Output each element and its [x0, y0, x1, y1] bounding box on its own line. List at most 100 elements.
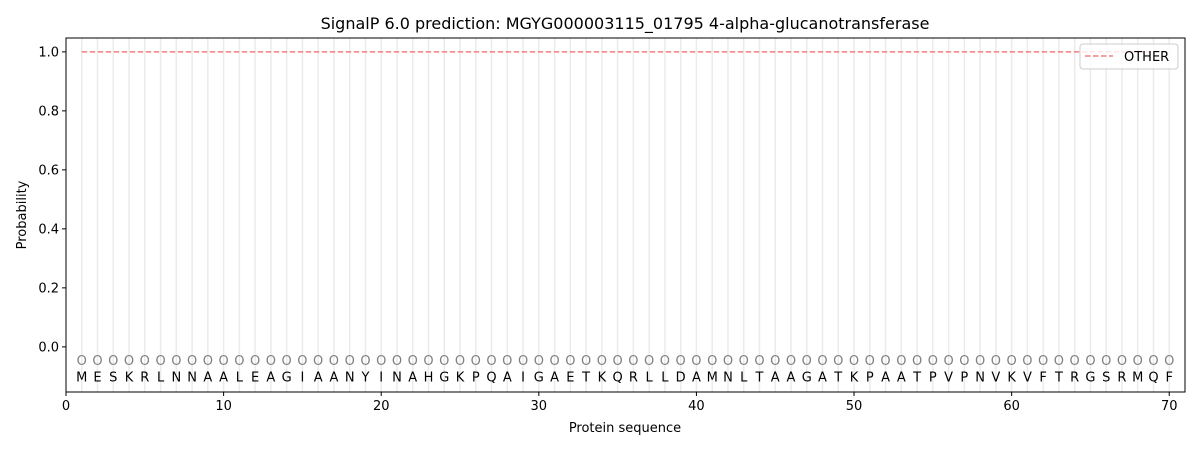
region-label: O — [786, 354, 796, 369]
region-label: O — [880, 354, 890, 369]
y-tick-label: 0.6 — [38, 163, 59, 178]
region-label: O — [1133, 354, 1143, 369]
x-axis-label: Protein sequence — [569, 421, 681, 436]
residue-label: I — [300, 370, 304, 385]
residue-label: H — [424, 370, 434, 385]
region-label: O — [991, 354, 1001, 369]
region-label: O — [707, 354, 717, 369]
residue-label: G — [282, 370, 292, 385]
region-label: O — [360, 354, 370, 369]
residue-label: R — [140, 370, 149, 385]
region-label: O — [723, 354, 733, 369]
region-label: O — [975, 354, 985, 369]
region-label: O — [1054, 354, 1064, 369]
region-label: O — [739, 354, 749, 369]
residue-label: A — [818, 370, 827, 385]
region-label: O — [660, 354, 670, 369]
residue-label: P — [960, 370, 968, 385]
x-tick-label: 50 — [846, 399, 863, 414]
residue-label: L — [661, 370, 669, 385]
chart-title: SignalP 6.0 prediction: MGYG000003115_01… — [321, 14, 930, 34]
region-label: O — [77, 354, 87, 369]
residue-label: K — [125, 370, 134, 385]
residue-label: N — [345, 370, 355, 385]
residue-label: L — [740, 370, 748, 385]
residue-label: A — [219, 370, 228, 385]
y-axis: 0.0 0.2 0.4 0.6 0.8 1.0 — [38, 45, 66, 355]
residue-label: P — [929, 370, 937, 385]
residue-label: N — [975, 370, 985, 385]
residue-label: K — [850, 370, 859, 385]
residue-label: Q — [613, 370, 623, 385]
region-label: O — [187, 354, 197, 369]
residue-label: A — [881, 370, 890, 385]
region-label: O — [486, 354, 496, 369]
region-label: O — [581, 354, 591, 369]
residue-label: T — [581, 370, 590, 385]
region-label: O — [1007, 354, 1017, 369]
residue-label: T — [912, 370, 921, 385]
y-tick-label: 1.0 — [38, 45, 59, 60]
region-label: O — [518, 354, 528, 369]
region-label: O — [376, 354, 386, 369]
residue-label: I — [379, 370, 383, 385]
residue-label: A — [503, 370, 512, 385]
residue-label: D — [676, 370, 686, 385]
region-label: O — [644, 354, 654, 369]
residue-label: L — [646, 370, 654, 385]
sequence-labels: OMOEOSOKOROLONONOAOAOLOEOAOGOIOAOAONOYOI… — [76, 354, 1174, 385]
region-label: O — [234, 354, 244, 369]
residue-label: A — [787, 370, 796, 385]
region-label: O — [849, 354, 859, 369]
x-tick-label: 70 — [1161, 399, 1178, 414]
residue-label: V — [1023, 370, 1032, 385]
residue-label: M — [707, 370, 718, 385]
region-label: O — [455, 354, 465, 369]
residue-label: P — [472, 370, 480, 385]
residue-label: L — [236, 370, 244, 385]
region-label: O — [218, 354, 228, 369]
x-tick-label: 0 — [62, 399, 70, 414]
region-label: O — [282, 354, 292, 369]
residue-label: T — [833, 370, 842, 385]
region-label: O — [943, 354, 953, 369]
residue-label: F — [1165, 370, 1172, 385]
x-tick-label: 40 — [688, 399, 705, 414]
region-label: O — [502, 354, 512, 369]
residue-label: Y — [360, 370, 369, 385]
residue-label: M — [1132, 370, 1143, 385]
region-label: O — [628, 354, 638, 369]
region-label: O — [549, 354, 559, 369]
residue-label: K — [1007, 370, 1016, 385]
region-label: O — [754, 354, 764, 369]
region-label: O — [329, 354, 339, 369]
residue-label: G — [802, 370, 812, 385]
residue-label: N — [171, 370, 181, 385]
region-label: O — [392, 354, 402, 369]
residue-label: R — [629, 370, 638, 385]
residue-label: A — [408, 370, 417, 385]
region-label: O — [597, 354, 607, 369]
residue-label: Q — [486, 370, 496, 385]
region-label: O — [770, 354, 780, 369]
residue-label: E — [93, 370, 101, 385]
region-label: O — [1101, 354, 1111, 369]
region-label: O — [959, 354, 969, 369]
residue-label: V — [991, 370, 1000, 385]
region-label: O — [92, 354, 102, 369]
region-label: O — [423, 354, 433, 369]
region-label: O — [108, 354, 118, 369]
residue-label: N — [392, 370, 402, 385]
residue-label: A — [897, 370, 906, 385]
region-label: O — [203, 354, 213, 369]
region-label: O — [297, 354, 307, 369]
region-label: O — [1164, 354, 1174, 369]
region-label: O — [140, 354, 150, 369]
residue-label: N — [187, 370, 197, 385]
legend: OTHER — [1079, 43, 1179, 70]
grid-lines — [81, 38, 1170, 392]
region-label: O — [1070, 354, 1080, 369]
residue-label: I — [521, 370, 525, 385]
x-axis: 0 10 20 30 40 50 60 70 — [62, 392, 1178, 414]
region-label: O — [408, 354, 418, 369]
